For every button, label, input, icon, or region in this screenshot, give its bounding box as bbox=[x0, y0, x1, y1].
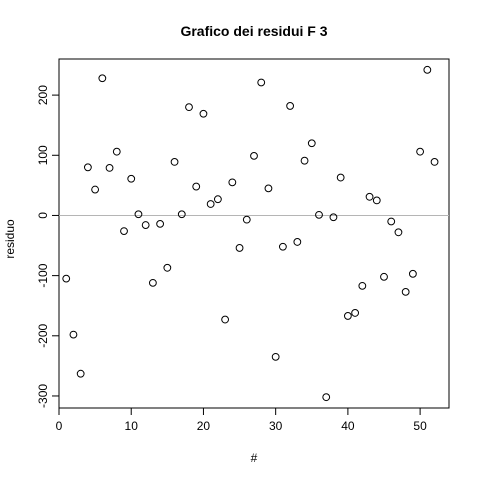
chart-title: Grafico dei residui F 3 bbox=[180, 23, 327, 39]
data-point bbox=[127, 174, 136, 183]
x-tick-label: 50 bbox=[413, 419, 427, 433]
data-point bbox=[423, 65, 432, 74]
data-point bbox=[278, 242, 287, 251]
data-point bbox=[242, 215, 251, 224]
data-point bbox=[408, 269, 417, 278]
data-point bbox=[372, 196, 381, 205]
data-point bbox=[358, 281, 367, 290]
x-tick-label: 20 bbox=[197, 419, 211, 433]
data-point bbox=[177, 210, 186, 219]
x-tick-label: 10 bbox=[125, 419, 139, 433]
y-tick-label: -200 bbox=[36, 323, 50, 347]
data-point bbox=[148, 278, 157, 287]
plot-frame bbox=[58, 58, 450, 409]
x-tick-label: 0 bbox=[56, 419, 63, 433]
data-point bbox=[300, 156, 309, 165]
data-point bbox=[293, 238, 302, 246]
data-point bbox=[336, 173, 345, 182]
axes: 0 10 20 30 40 50 -300 -200 -100 0 100 200 bbox=[36, 58, 450, 433]
data-point bbox=[98, 74, 107, 83]
data-point bbox=[286, 102, 295, 110]
y-tick-label: -300 bbox=[36, 384, 50, 408]
data-point bbox=[394, 228, 403, 237]
data-point bbox=[228, 178, 237, 187]
data-point bbox=[185, 103, 193, 112]
data-point bbox=[365, 192, 374, 201]
data-point bbox=[83, 163, 92, 172]
y-tick-label: 0 bbox=[36, 212, 50, 219]
y-axis-label: residuo bbox=[3, 219, 17, 259]
x-tick-label: 30 bbox=[269, 419, 283, 433]
data-point bbox=[199, 109, 208, 118]
data-point bbox=[69, 330, 78, 339]
data-point bbox=[112, 147, 121, 156]
data-point bbox=[156, 219, 165, 228]
data-point bbox=[250, 151, 258, 160]
data-point bbox=[235, 244, 244, 252]
data-point bbox=[206, 200, 215, 208]
data-point bbox=[264, 184, 273, 193]
data-point bbox=[322, 393, 331, 402]
data-point bbox=[351, 309, 360, 317]
data-point bbox=[221, 315, 230, 324]
y-tick-label: -100 bbox=[36, 263, 50, 287]
data-point bbox=[62, 274, 71, 283]
data-point bbox=[271, 352, 280, 361]
data-point bbox=[170, 157, 179, 166]
data-point bbox=[343, 312, 352, 320]
data-point bbox=[387, 217, 396, 226]
data-point bbox=[430, 157, 439, 166]
data-point bbox=[163, 263, 172, 272]
data-point bbox=[380, 272, 388, 281]
data-point bbox=[257, 78, 266, 87]
data-point bbox=[307, 139, 316, 148]
data-point bbox=[416, 147, 425, 156]
data-point bbox=[76, 369, 85, 378]
data-point bbox=[105, 164, 114, 172]
data-point bbox=[141, 221, 150, 229]
x-axis-label: # bbox=[251, 451, 258, 465]
data-point bbox=[120, 227, 128, 235]
y-tick-label: 100 bbox=[36, 145, 50, 165]
data-point bbox=[315, 210, 323, 219]
x-tick-label: 40 bbox=[341, 419, 355, 433]
data-point bbox=[91, 185, 100, 194]
data-point bbox=[401, 287, 410, 296]
data-point bbox=[329, 213, 338, 222]
y-tick-label: 200 bbox=[36, 85, 50, 105]
data-points bbox=[62, 65, 439, 402]
data-point bbox=[192, 182, 201, 191]
data-point bbox=[213, 195, 222, 204]
data-point bbox=[134, 210, 143, 219]
